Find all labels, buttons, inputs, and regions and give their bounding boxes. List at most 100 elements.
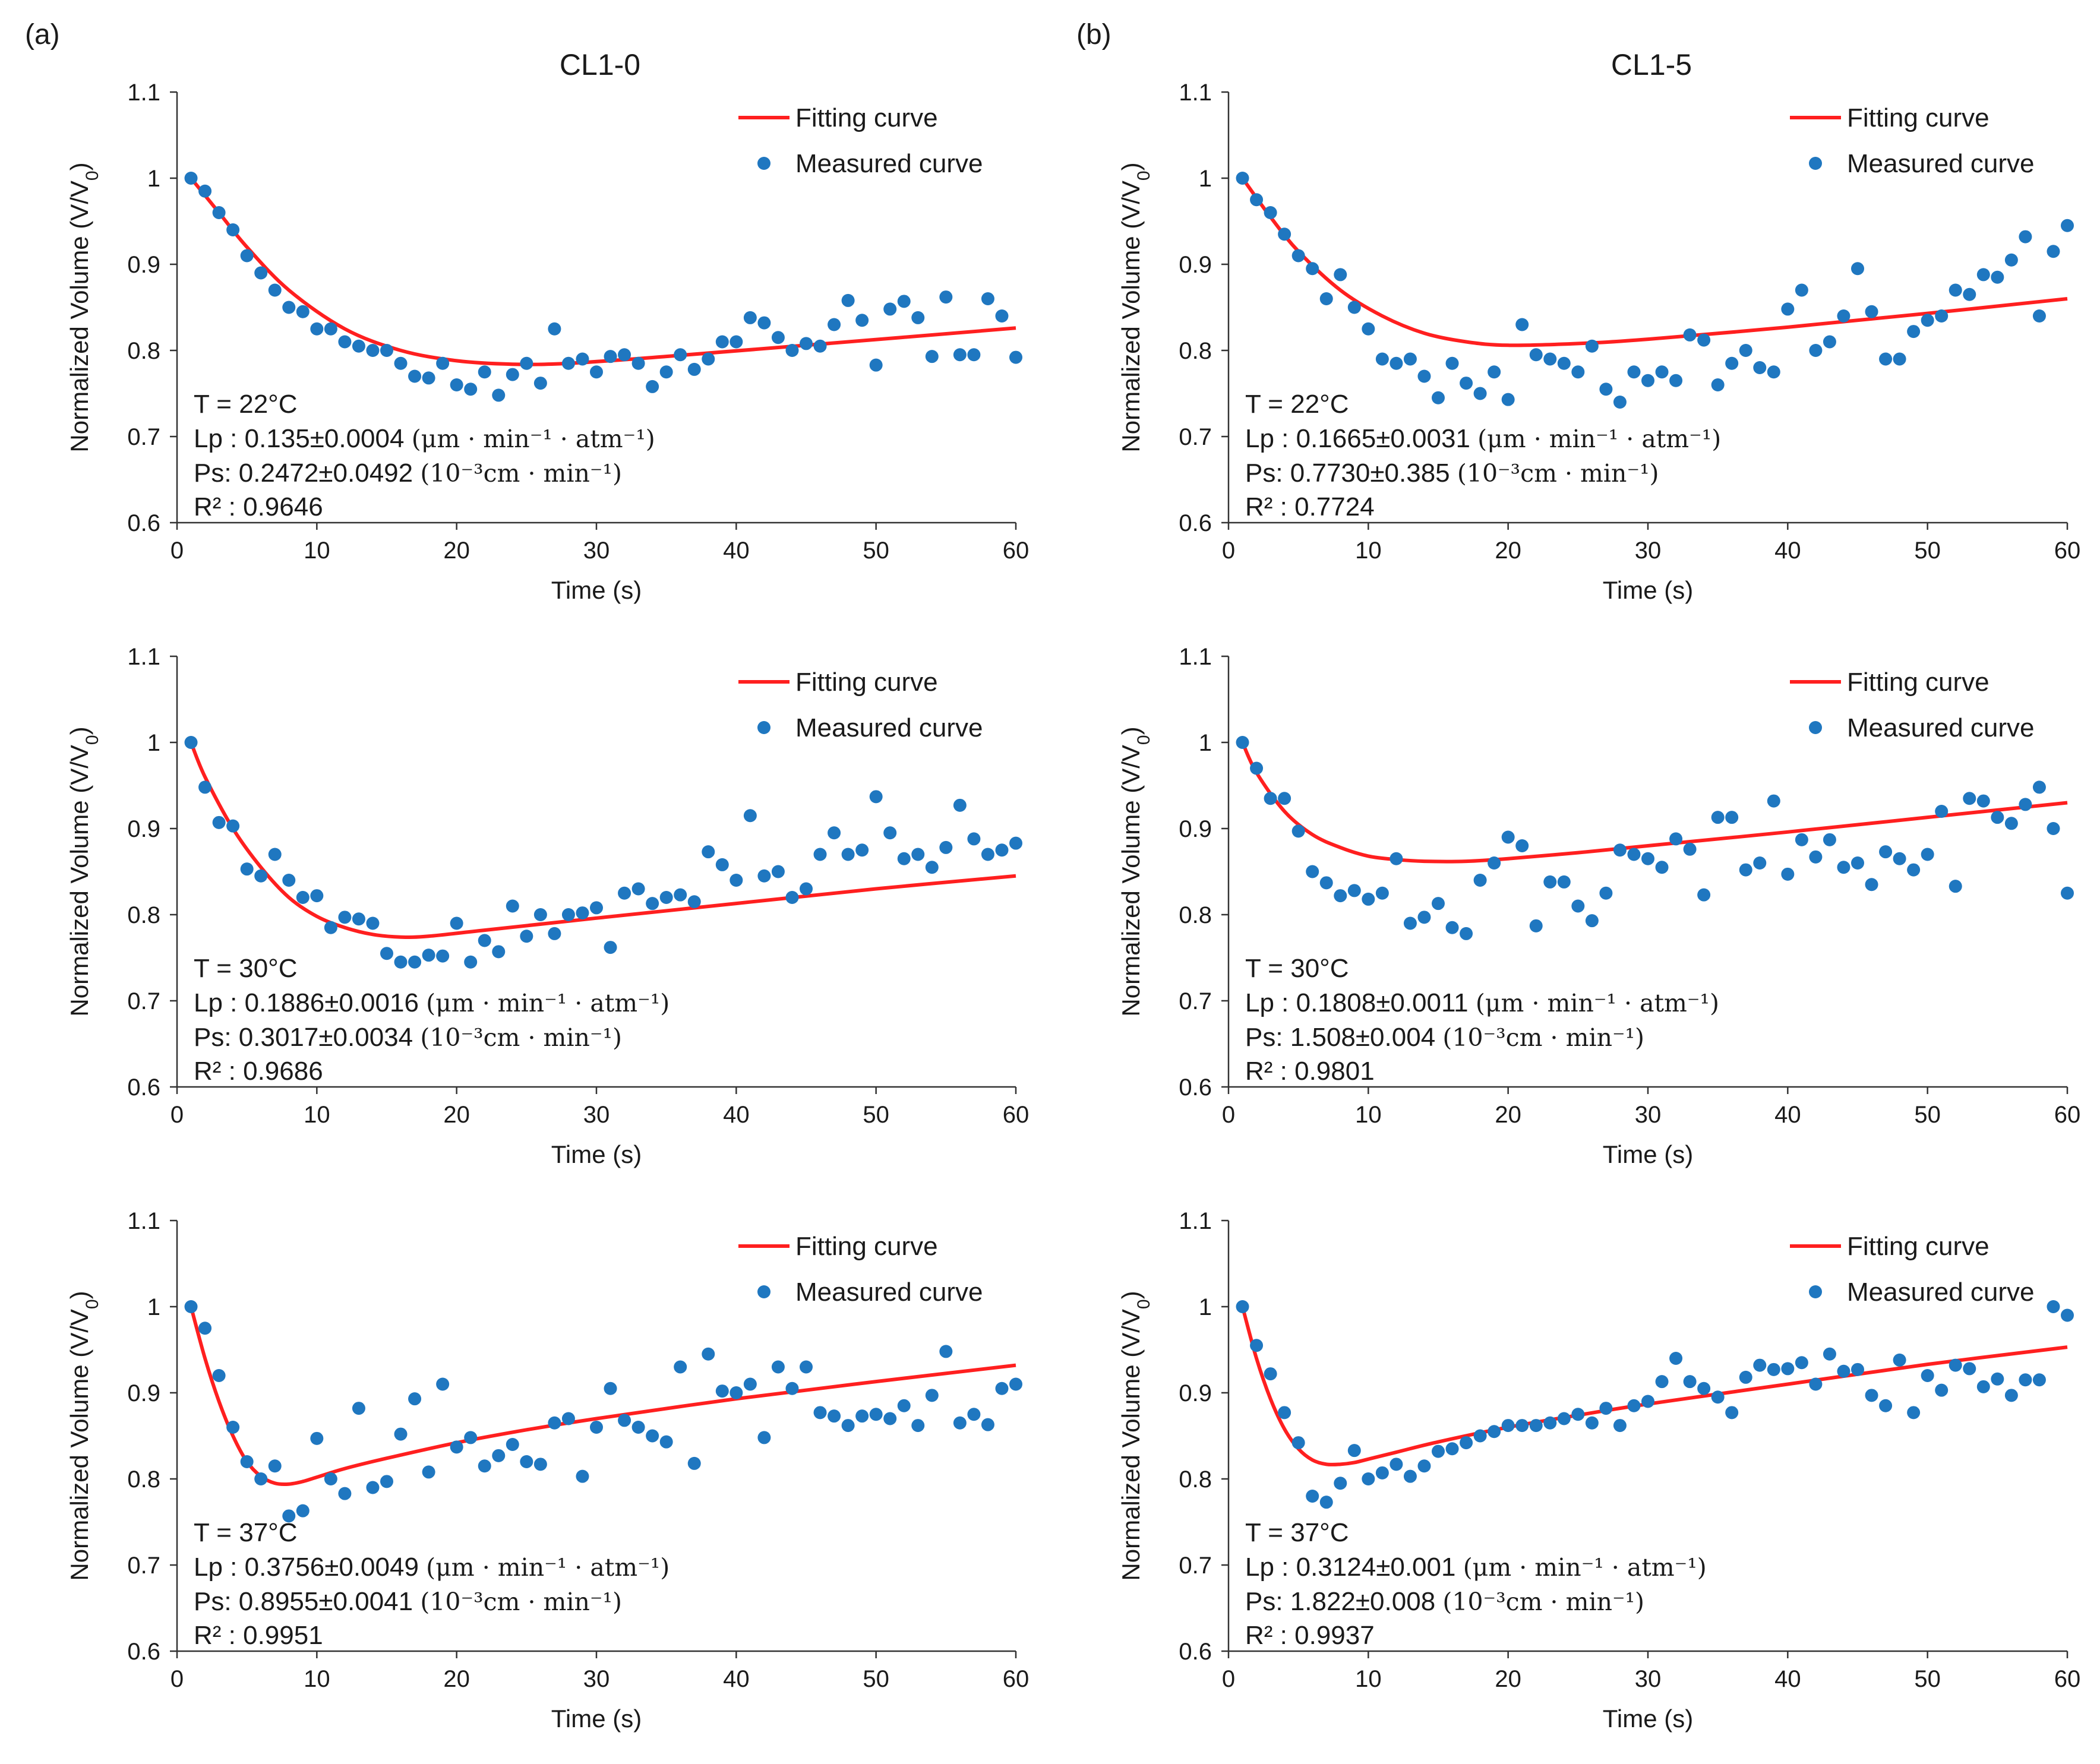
measured-point [757,316,771,330]
y-tick-label: 1 [1199,1294,1212,1320]
measured-point [785,1382,799,1395]
measured-point [436,1377,450,1391]
legend-fit-label: Fitting curve [1847,103,1990,132]
measured-point [771,331,785,344]
measured-point [1921,314,1934,327]
measured-point [1963,1362,1976,1376]
measured-point [1501,1419,1515,1433]
x-tick-label: 50 [863,1666,889,1692]
measured-point [1613,1419,1627,1433]
measured-point [813,339,827,353]
x-tick-label: 20 [443,1102,470,1128]
measured-point [492,1449,506,1462]
measured-point [1599,886,1613,900]
measured-point [702,352,715,366]
y-tick-label: 1.1 [1179,644,1212,670]
measured-point [2032,309,2046,323]
measured-point [604,1382,617,1395]
measured-point [1264,1367,1277,1381]
measured-point [967,1408,981,1421]
measured-point [828,318,841,331]
x-tick-label: 20 [1495,1666,1521,1692]
measured-point [2004,253,2018,267]
measured-point [953,1416,967,1430]
legend-measured-label: Measured curve [795,713,983,742]
measured-point [1319,292,1333,305]
measured-point [1445,921,1459,934]
measured-point [1009,350,1022,364]
measured-point [506,368,519,381]
measured-point [366,916,380,930]
measured-point [520,1455,533,1468]
measured-point [1795,283,1808,297]
x-tick-label: 0 [1222,538,1235,564]
measured-point [310,1431,324,1445]
measured-point [1460,377,1473,390]
measured-point [869,790,883,804]
y-axis-title-subscript: 0 [83,170,102,181]
legend-measured-swatch [1809,1285,1822,1298]
measured-point [2047,245,2060,258]
measured-point [352,1402,365,1415]
annotation-lp: Lp : 0.3756±0.0049 (μm · min⁻¹ · atm⁻¹) [194,1553,670,1582]
measured-point [1641,374,1654,387]
measured-point [548,1416,561,1430]
x-tick-label: 30 [583,538,610,564]
measured-point [590,901,603,915]
measured-point [548,322,561,336]
measured-point [1627,1399,1641,1412]
measured-point [2019,230,2032,244]
y-tick-label: 0.8 [127,338,160,364]
legend-measured-label: Measured curve [795,149,983,178]
measured-point [380,947,393,960]
measured-point [800,1360,813,1374]
measured-point [631,882,645,896]
chart-CL1-5-30: 0.6 0.7 0.8 0.9 1 1.1 0 10 20 30 40 50 60 Time (s) Nor… [1117,644,2080,1168]
measured-point [1375,1466,1389,1480]
measured-point [1837,861,1850,874]
y-tick-label: 0.6 [127,1074,160,1101]
y-tick-label: 0.7 [127,424,160,450]
annotation-ps-units: (10⁻³cm · min⁻¹) [420,459,622,488]
measured-point [1851,1362,1864,1376]
measured-point [1417,911,1431,924]
panel-label-a: (a) [25,19,60,50]
measured-point [324,1472,337,1485]
y-tick-label: 0.6 [127,1639,160,1665]
y-tick-label: 0.9 [127,816,160,842]
y-axis-title-subscript: 0 [1134,735,1154,745]
legend-fit-label: Fitting curve [795,103,938,132]
measured-point [561,356,575,370]
legend-fit-label: Fitting curve [795,1232,938,1261]
measured-point [1641,852,1654,865]
measured-point [1529,1419,1543,1433]
measured-point [1627,365,1641,379]
measured-point [1403,352,1417,366]
measured-point [1557,1412,1571,1425]
measured-point [1403,1469,1417,1483]
measured-point [925,350,939,363]
measured-point [548,927,561,940]
measured-point [771,1360,785,1374]
measured-point [338,911,352,924]
measured-point [2032,1373,2046,1387]
measured-point [436,949,450,963]
measured-point [366,1481,380,1494]
chart-CL1-5-22: 0.6 0.7 0.8 0.9 1 1.1 0 10 20 30 40 50 60 Time (s) Nor… [1117,80,2080,604]
measured-point [1613,843,1627,857]
measured-point [184,172,198,185]
measured-point [1641,1395,1654,1408]
measured-point [1753,856,1767,870]
y-tick-label: 1.1 [1179,1208,1212,1234]
measured-point [939,1345,953,1358]
measured-point [1976,268,1990,282]
fitting-curve-line [1240,1306,2068,1467]
x-tick-label: 20 [1495,1102,1521,1128]
measured-point [226,223,240,236]
x-tick-label: 40 [1774,538,1801,564]
annotation-ps: Ps: 0.7730±0.385 (10⁻³cm · min⁻¹) [1245,459,1659,488]
measured-point [450,1440,463,1454]
measured-point [1334,268,1347,282]
measured-point [743,311,757,324]
